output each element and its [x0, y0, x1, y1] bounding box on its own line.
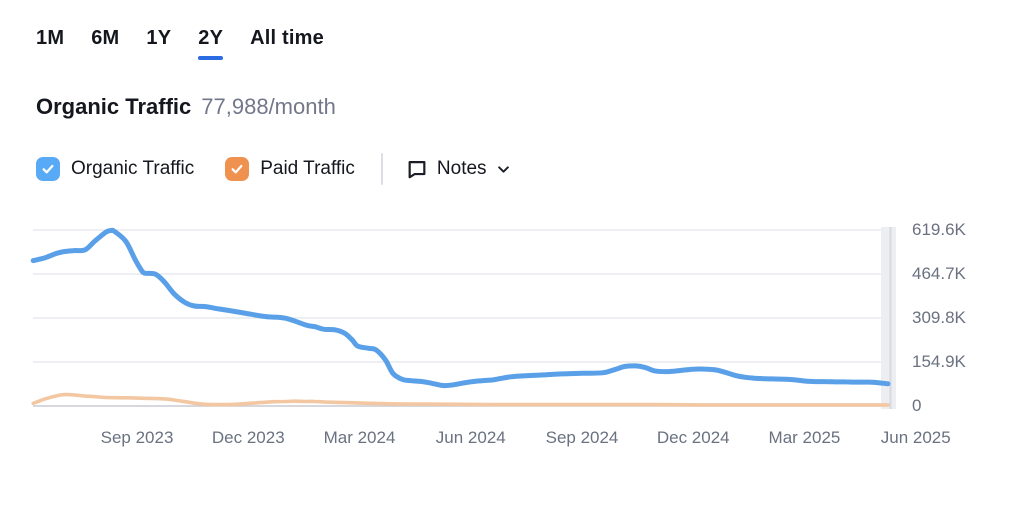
active-tab-underline	[36, 56, 64, 60]
tab-label: All time	[250, 27, 324, 49]
x-axis-label: Jun 2025	[880, 428, 951, 447]
active-tab-underline	[250, 56, 324, 60]
x-axis-label: Sep 2023	[100, 428, 174, 447]
paid-toggle-label: Paid Traffic	[260, 158, 355, 179]
tab-6m[interactable]: 6M	[91, 26, 119, 60]
vertical-divider	[380, 153, 383, 185]
page-title: Organic Traffic	[36, 94, 192, 119]
tab-label: 1M	[36, 27, 65, 49]
tab-1y[interactable]: 1Y	[146, 26, 171, 60]
paid-traffic-line	[31, 392, 890, 407]
tab-2y[interactable]: 2Y	[198, 26, 224, 60]
x-axis-label: Dec 2023	[211, 428, 285, 447]
y-axis-label: 309.8K	[912, 308, 966, 327]
traffic-line-chart[interactable]	[0, 210, 1024, 460]
paid-traffic-toggle[interactable]: Paid Traffic	[225, 157, 355, 181]
tab-all-time[interactable]: All time	[250, 26, 324, 60]
y-axis-label: 0	[912, 396, 922, 415]
notes-label: Notes	[436, 158, 487, 179]
y-axis-label: 154.9K	[912, 352, 966, 371]
x-axis-label: Dec 2024	[656, 428, 730, 447]
organic-traffic-line	[30, 227, 891, 389]
chevron-down-icon	[496, 162, 511, 177]
y-axis-label: 619.6K	[912, 220, 966, 239]
tab-label: 1Y	[146, 27, 172, 49]
paid-checkbox-checked-icon	[225, 157, 250, 181]
x-axis-label: Mar 2024	[323, 428, 396, 447]
legend-row: Organic Traffic Paid Traffic Notes	[36, 153, 1024, 185]
active-tab-underline	[91, 56, 119, 60]
tab-label: 6M	[91, 27, 120, 49]
tab-1m[interactable]: 1M	[36, 26, 64, 60]
organic-traffic-toggle[interactable]: Organic Traffic	[36, 157, 194, 181]
tab-label: 2Y	[198, 27, 224, 49]
period-tabs: 1M 6M 1Y 2Y All time	[0, 0, 1024, 60]
y-axis-label: 464.7K	[912, 264, 966, 283]
active-tab-underline	[198, 56, 224, 60]
speech-bubble-icon	[406, 158, 428, 180]
organic-checkbox-checked-icon	[36, 157, 60, 181]
title-row: Organic Traffic 77,988/month	[36, 93, 1024, 120]
x-axis-label: Sep 2024	[545, 428, 619, 447]
active-tab-underline	[146, 56, 171, 60]
notes-button[interactable]: Notes	[406, 158, 511, 180]
traffic-value: 77,988/month	[201, 94, 336, 119]
x-axis-label: Mar 2025	[768, 428, 841, 447]
organic-toggle-label: Organic Traffic	[71, 158, 195, 179]
x-axis-label: Jun 2024	[435, 428, 506, 447]
traffic-chart-section: 619.6K 464.7K 309.8K 154.9K 0 Sep 2023 Dec 202…	[0, 210, 1024, 460]
